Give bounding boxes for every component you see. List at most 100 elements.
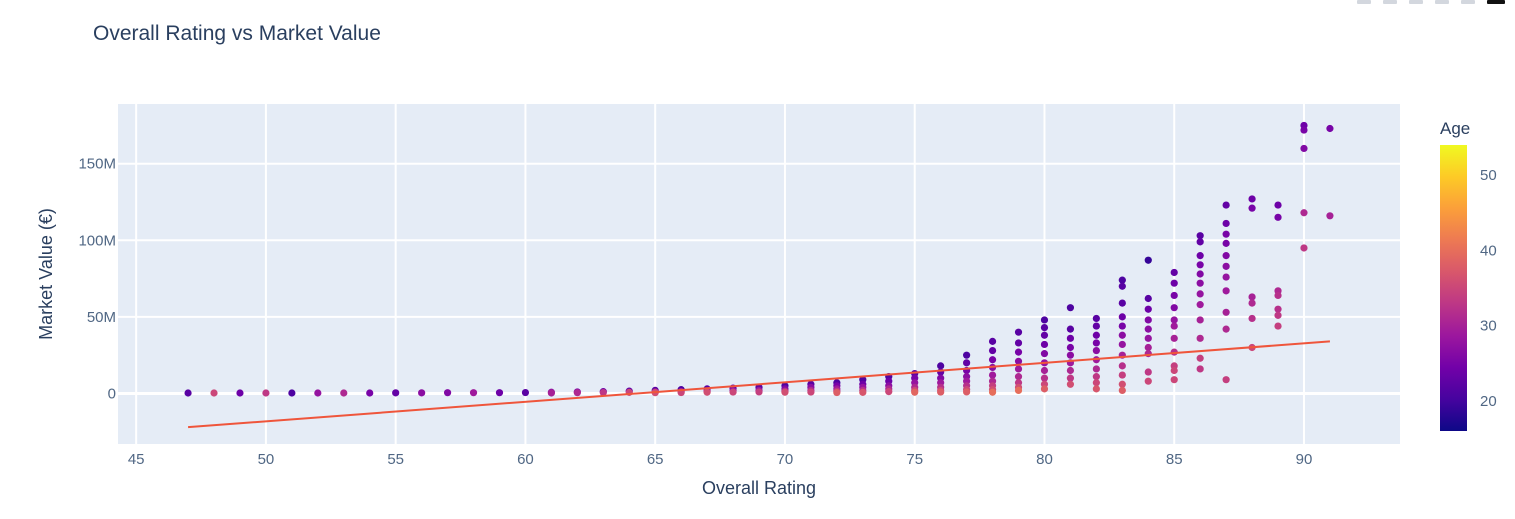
data-point[interactable]: [1222, 201, 1230, 209]
data-point[interactable]: [1118, 331, 1126, 339]
data-point[interactable]: [1092, 346, 1100, 355]
data-point[interactable]: [1274, 305, 1282, 313]
data-point[interactable]: [1196, 270, 1204, 278]
data-point[interactable]: [937, 362, 945, 370]
data-point[interactable]: [1222, 273, 1230, 281]
data-point[interactable]: [1014, 373, 1023, 381]
data-point[interactable]: [1196, 238, 1204, 246]
data-point[interactable]: [1118, 313, 1126, 321]
data-point[interactable]: [184, 389, 192, 397]
data-point[interactable]: [1014, 357, 1023, 365]
data-point[interactable]: [1092, 322, 1100, 330]
data-point[interactable]: [1222, 230, 1230, 238]
plotly-logo-icon[interactable]: [1487, 0, 1505, 4]
data-point[interactable]: [1170, 279, 1178, 287]
data-point[interactable]: [1118, 322, 1126, 330]
data-point[interactable]: [1274, 291, 1282, 300]
data-point[interactable]: [262, 389, 270, 397]
data-point[interactable]: [1222, 219, 1230, 228]
data-point[interactable]: [1274, 213, 1282, 221]
data-point[interactable]: [729, 388, 737, 396]
colorbar[interactable]: [1440, 145, 1467, 431]
data-point[interactable]: [1222, 252, 1230, 260]
zoom-icon[interactable]: [1383, 0, 1397, 4]
data-point[interactable]: [1326, 212, 1334, 220]
data-point[interactable]: [1196, 290, 1204, 298]
data-point[interactable]: [1066, 343, 1075, 352]
data-point[interactable]: [1092, 331, 1100, 339]
data-point[interactable]: [963, 351, 971, 359]
data-point[interactable]: [1066, 380, 1075, 388]
data-point[interactable]: [236, 389, 244, 397]
data-point[interactable]: [1144, 294, 1152, 303]
data-point[interactable]: [781, 388, 789, 396]
data-point[interactable]: [1040, 374, 1049, 382]
data-point[interactable]: [1092, 373, 1100, 381]
data-point[interactable]: [1040, 350, 1049, 358]
data-point[interactable]: [1040, 331, 1049, 339]
data-point[interactable]: [988, 371, 997, 379]
data-point[interactable]: [1248, 299, 1256, 307]
data-point[interactable]: [703, 388, 711, 396]
data-point[interactable]: [911, 388, 919, 396]
data-point[interactable]: [340, 389, 348, 397]
data-point[interactable]: [1248, 314, 1256, 323]
data-point[interactable]: [469, 389, 478, 397]
data-point[interactable]: [1066, 334, 1075, 342]
data-point[interactable]: [418, 389, 426, 397]
data-point[interactable]: [1040, 366, 1049, 375]
data-point[interactable]: [1170, 268, 1178, 277]
data-point[interactable]: [1092, 314, 1100, 323]
data-point[interactable]: [859, 388, 867, 396]
data-point[interactable]: [314, 389, 322, 397]
data-point[interactable]: [1222, 287, 1230, 295]
data-point[interactable]: [1274, 322, 1282, 330]
data-point[interactable]: [1040, 324, 1049, 332]
data-point[interactable]: [1040, 316, 1049, 324]
data-point[interactable]: [1040, 340, 1049, 349]
data-point[interactable]: [937, 388, 945, 396]
data-point[interactable]: [443, 389, 452, 397]
data-point[interactable]: [1248, 293, 1256, 301]
data-point[interactable]: [1144, 377, 1152, 385]
data-point[interactable]: [1170, 291, 1178, 300]
data-point[interactable]: [1118, 340, 1126, 349]
data-point[interactable]: [1144, 368, 1152, 376]
data-point[interactable]: [1274, 311, 1282, 319]
data-point[interactable]: [1092, 365, 1100, 373]
data-point[interactable]: [1144, 305, 1152, 313]
data-point[interactable]: [1118, 362, 1126, 370]
data-point[interactable]: [1222, 376, 1230, 384]
data-point[interactable]: [1170, 366, 1178, 375]
data-point[interactable]: [1014, 348, 1023, 356]
data-point[interactable]: [1014, 339, 1023, 347]
data-point[interactable]: [573, 389, 581, 397]
data-point[interactable]: [755, 388, 763, 396]
data-point[interactable]: [1066, 366, 1075, 375]
data-point[interactable]: [1170, 376, 1178, 384]
data-point[interactable]: [1248, 204, 1256, 212]
data-point[interactable]: [1066, 325, 1075, 333]
data-point[interactable]: [1118, 282, 1126, 290]
data-point[interactable]: [885, 388, 893, 396]
data-point[interactable]: [1066, 304, 1075, 312]
data-point[interactable]: [1196, 252, 1204, 260]
data-point[interactable]: [521, 388, 530, 397]
data-point[interactable]: [366, 389, 374, 397]
modebar[interactable]: [1357, 0, 1505, 6]
data-point[interactable]: [963, 359, 971, 367]
data-point[interactable]: [1170, 334, 1178, 342]
data-point[interactable]: [1196, 232, 1204, 240]
data-point[interactable]: [1014, 328, 1023, 336]
data-point[interactable]: [1196, 316, 1204, 324]
data-point[interactable]: [1014, 365, 1023, 373]
data-point[interactable]: [210, 389, 218, 397]
pan-icon[interactable]: [1409, 0, 1423, 4]
data-point[interactable]: [547, 389, 555, 397]
data-point[interactable]: [599, 388, 607, 397]
data-point[interactable]: [288, 389, 296, 397]
data-point[interactable]: [1144, 325, 1152, 333]
data-point[interactable]: [1066, 374, 1075, 382]
data-point[interactable]: [988, 346, 997, 355]
